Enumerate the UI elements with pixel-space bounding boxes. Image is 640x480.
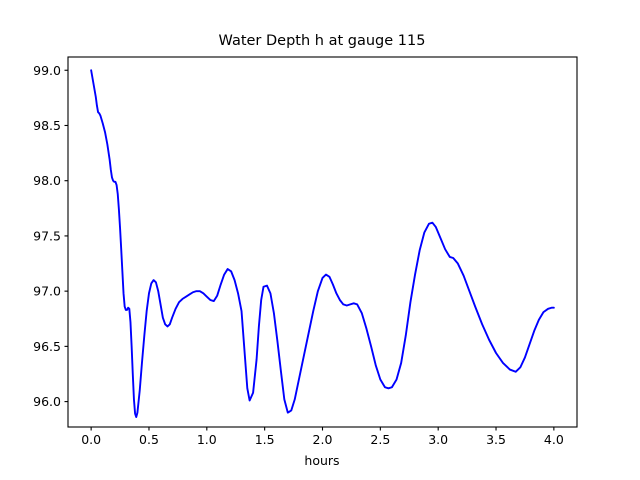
plot-spines <box>67 56 578 428</box>
y-tick-label: 96.0 <box>33 394 61 409</box>
x-tick-label: 1.0 <box>197 432 217 447</box>
x-tick-label: 2.0 <box>313 432 333 447</box>
x-tick-label: 3.0 <box>428 432 448 447</box>
y-tick-label: 97.0 <box>33 284 61 299</box>
y-tick-label: 98.0 <box>33 173 61 188</box>
x-axis-label: hours <box>304 453 339 468</box>
y-tick-label: 97.5 <box>33 228 61 243</box>
x-tick-label: 2.5 <box>370 432 390 447</box>
x-tick-label: 0.5 <box>139 432 159 447</box>
chart-title: Water Depth h at gauge 115 <box>219 33 426 49</box>
x-tick-label: 3.5 <box>486 432 506 447</box>
data-series-line <box>90 69 555 419</box>
y-tick-label: 99.0 <box>33 63 61 78</box>
x-tick-label: 4.0 <box>544 432 564 447</box>
y-tick-label: 98.5 <box>33 118 61 133</box>
x-axis-ticks: 0.0 0.5 1.0 1.5 2.0 2.5 3.0 3.5 4.0 <box>81 427 564 447</box>
x-tick-label: 0.0 <box>81 432 101 447</box>
y-axis-ticks: 96.0 96.5 97.0 97.5 98.0 98.5 99.0 <box>33 63 68 409</box>
y-tick-label: 96.5 <box>33 339 61 354</box>
x-tick-label: 1.5 <box>255 432 275 447</box>
plot-area-background <box>68 57 577 427</box>
